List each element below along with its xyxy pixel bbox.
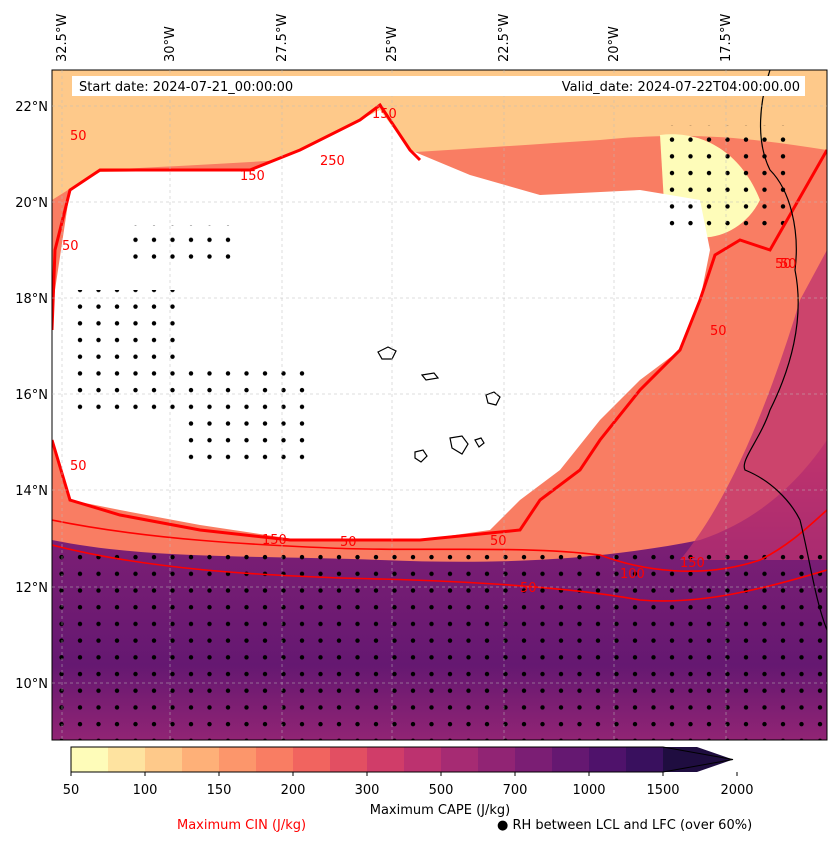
colorbar-tick-label: 700 (503, 783, 528, 798)
lat-tick-label: 14°N (15, 484, 48, 499)
colorbar-segment (293, 747, 330, 772)
lon-tick-label: 32.5°W (55, 14, 70, 62)
lat-tick-label: 22°N (15, 100, 48, 115)
lat-tick-label: 18°N (15, 292, 48, 307)
colorbar-segment (367, 747, 404, 772)
colorbar (70, 746, 734, 773)
lon-tick-label: 17.5°W (719, 14, 734, 62)
cin-contour-label: 50 (520, 581, 537, 596)
colorbar-tick-label: 2000 (720, 783, 753, 798)
rh-legend-label: RH between LCL and LFC (over 60%) (512, 818, 753, 833)
cin-contour-label: 100 (620, 567, 645, 582)
colorbar-segment (626, 747, 663, 772)
colorbar-segment (515, 747, 552, 772)
lat-tick-label: 16°N (15, 388, 48, 403)
colorbar-segment (219, 747, 256, 772)
colorbar-segment (589, 747, 626, 772)
map-panel (52, 70, 827, 740)
longitude-ticks: 32.5°W 30°W 27.5°W 25°W 22.5°W 20°W 17.5°W (55, 14, 734, 740)
cin-legend-label: Maximum CIN (J/kg) (177, 818, 307, 833)
lon-tick-label: 25°W (385, 26, 400, 62)
lon-tick-label: 20°W (607, 26, 622, 62)
cin-contours (52, 102, 827, 602)
header-box (72, 76, 805, 96)
cin-contour-label: 50 (775, 257, 792, 272)
lon-tick-label: 27.5°W (275, 14, 290, 62)
colorbar-tick-label: 150 (207, 783, 232, 798)
cin-contour-label: 50 (70, 459, 87, 474)
colorbar-tick-label: 100 (133, 783, 158, 798)
cin-contour-label: 50 (70, 129, 87, 144)
rh-dots-west (70, 290, 180, 410)
cape-coast-band (680, 250, 827, 560)
colorbar-segment (182, 747, 219, 772)
rh-dots-northwest (120, 225, 240, 265)
islands (377, 346, 501, 463)
cape-north-band (52, 70, 827, 200)
colorbar-segment (71, 747, 108, 772)
map-border (51, 69, 828, 741)
cin-contour-label: 150 (680, 556, 705, 571)
colorbar-tick-label: 1000 (572, 783, 605, 798)
latitude-ticks: 22°N 20°N 18°N 16°N 14°N 12°N 10°N (15, 100, 827, 692)
cin-contour-label: 150 (240, 169, 265, 184)
cin-contour-label: 150 (372, 107, 397, 122)
colorbar-tick-label: 1500 (646, 783, 679, 798)
lon-tick-label: 22.5°W (497, 14, 512, 62)
colorbar-segment (552, 747, 589, 772)
cin-contour-label: 250 (320, 154, 345, 169)
colorbar-segment (256, 747, 293, 772)
lat-tick-label: 20°N (15, 196, 48, 211)
colorbar-segment (145, 747, 182, 772)
colorbar-tick-label: 200 (281, 783, 306, 798)
cin-contour-label: 50 (710, 324, 727, 339)
colorbar-outline (70, 746, 734, 773)
colorbar-tick-label: 300 (355, 783, 380, 798)
colorbar-tick-label: 50 (63, 783, 80, 798)
rh-dots-south (52, 545, 827, 740)
cin-contour-label: 50 (340, 535, 357, 550)
cin-contour-label: 150 (262, 533, 287, 548)
dot-icon: ● (497, 818, 509, 833)
coastline (743, 70, 827, 631)
cin-contour-label: 50 (62, 239, 79, 254)
lat-tick-label: 12°N (15, 581, 48, 596)
colorbar-extend-arrow (663, 747, 733, 772)
rh-dots-northeast (665, 125, 795, 235)
colorbar-segment (108, 747, 145, 772)
lat-tick-label: 10°N (15, 677, 48, 692)
colorbar-ticks: 50 100 150 200 300 500 700 1000 1500 2000 (63, 772, 754, 798)
colorbar-label: Maximum CAPE (J/kg) (370, 803, 510, 818)
rh-dots-central (185, 360, 315, 470)
valid-date: Valid_date: 2024-07-22T04:00:00.00 (562, 80, 800, 95)
colorbar-segment (441, 747, 478, 772)
colorbar-segment (404, 747, 441, 772)
cin-contour-label: 50 (490, 534, 507, 549)
cin-contour-label: 50 (780, 257, 797, 272)
start-date: Start date: 2024-07-21_00:00:00 (79, 80, 293, 95)
colorbar-segment (478, 747, 515, 772)
colorbar-segment (330, 747, 367, 772)
colorbar-tick-label: 500 (429, 783, 454, 798)
rh-legend: ● RH between LCL and LFC (over 60%) (497, 818, 752, 833)
lon-tick-label: 30°W (163, 26, 178, 62)
